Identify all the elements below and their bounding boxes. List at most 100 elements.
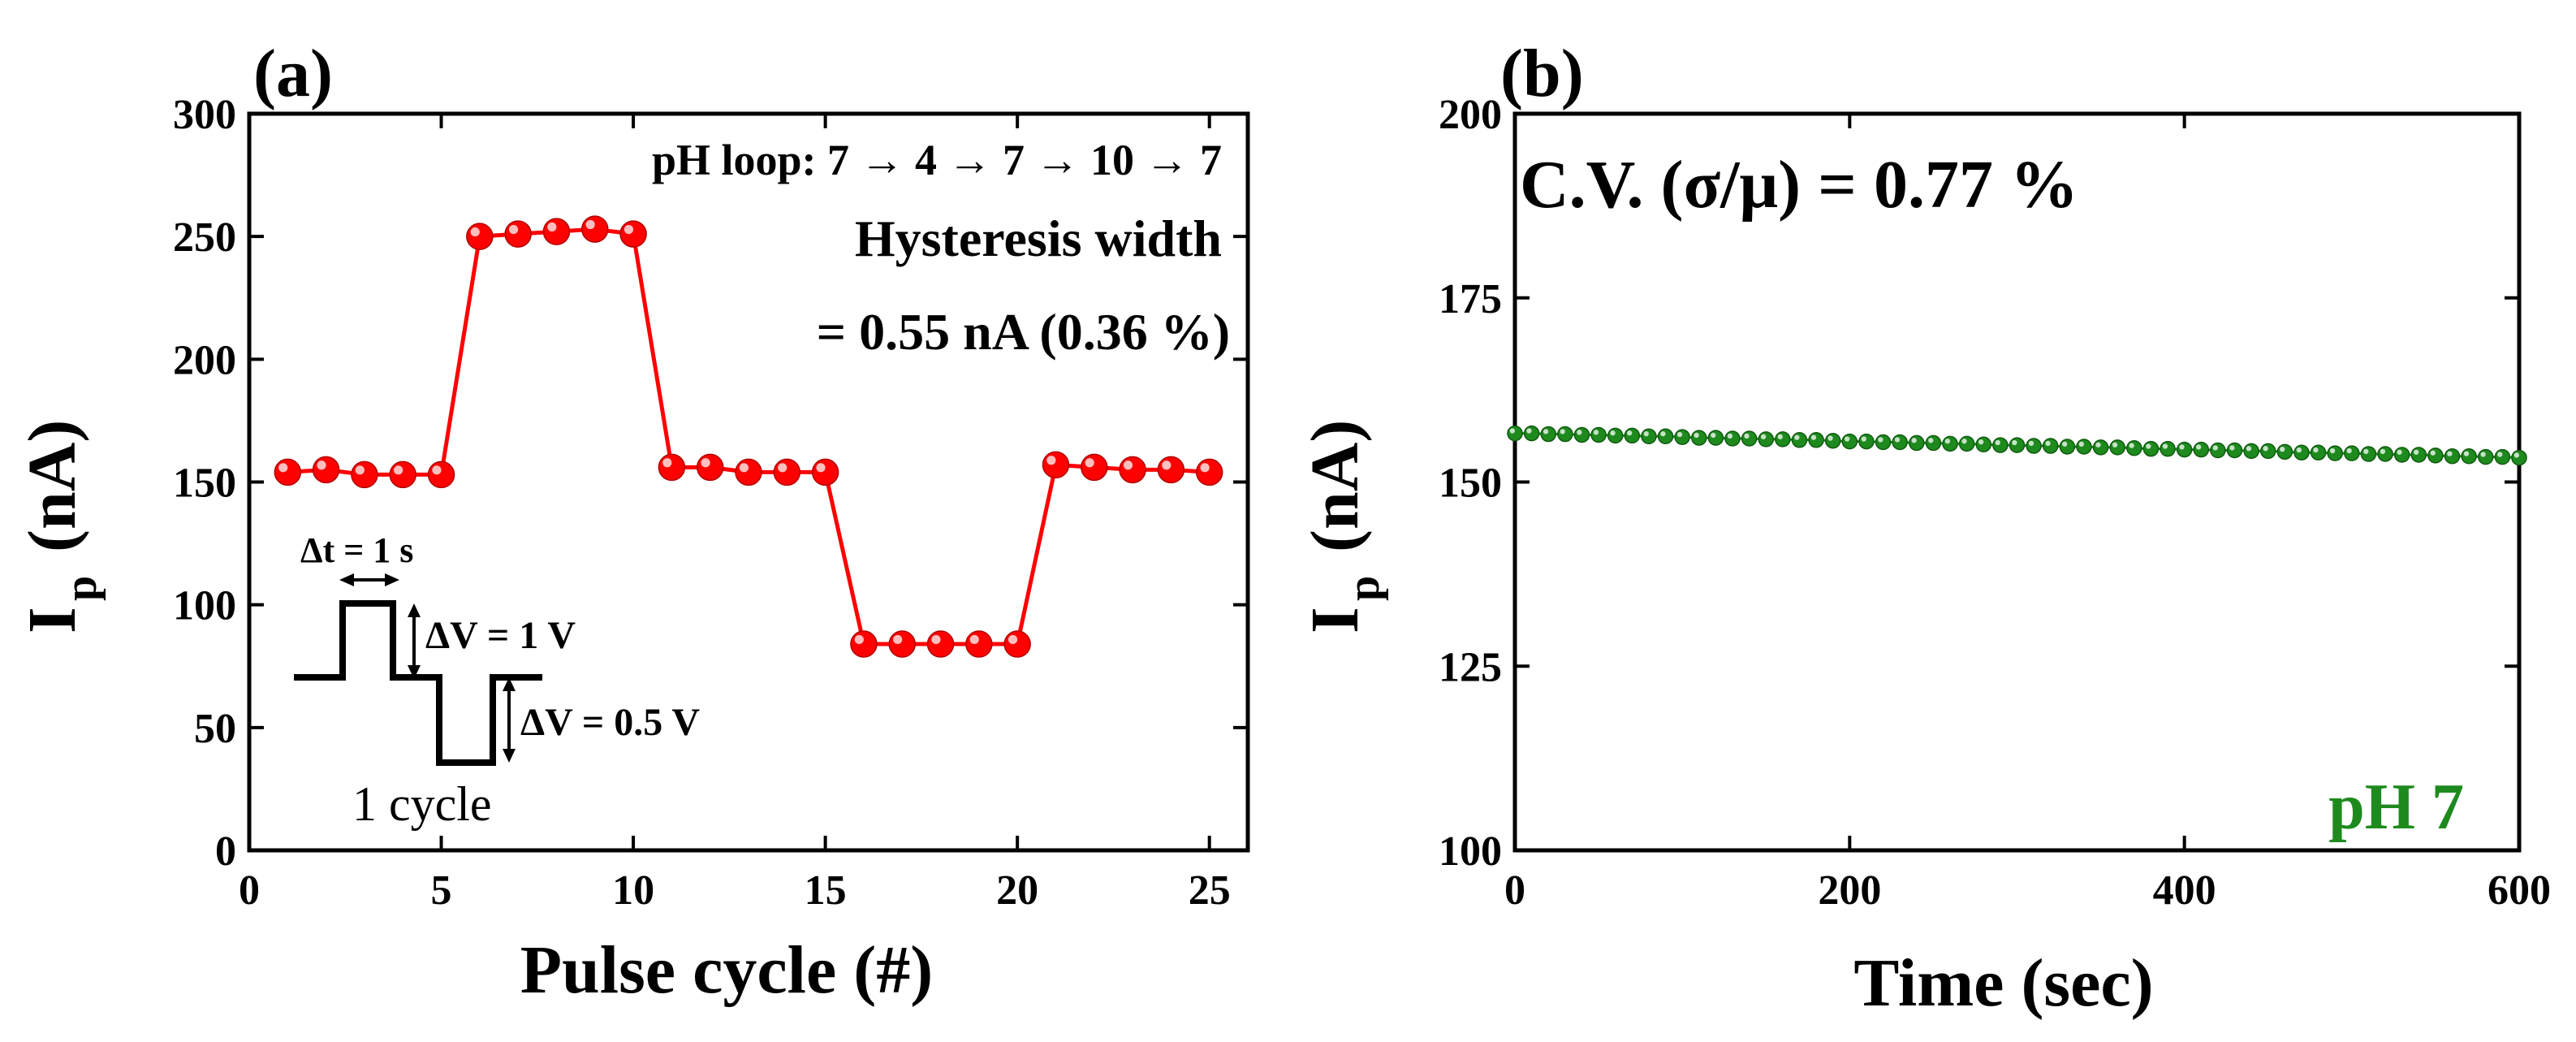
data-point-highlight: [1627, 430, 1633, 436]
data-point-highlight: [1200, 463, 1210, 473]
panel-b-y-ticks: 100 125 150 175 200: [1439, 92, 2519, 875]
data-point-highlight: [355, 465, 365, 475]
data-point: [811, 458, 839, 486]
panel-b-y-label-sub: p: [1339, 576, 1389, 601]
data-point-highlight: [2129, 443, 2134, 448]
data-point: [2293, 444, 2310, 460]
data-point-highlight: [701, 458, 710, 468]
data-point: [2377, 446, 2393, 462]
data-point: [389, 460, 416, 489]
x-tick-label: 200: [1818, 867, 1881, 914]
x-tick-label: 400: [2153, 867, 2216, 914]
data-point: [351, 460, 378, 489]
data-point-highlight: [1944, 439, 1951, 444]
data-point: [2310, 444, 2327, 460]
x-tick-label: 0: [1504, 867, 1525, 914]
data-point-highlight: [1577, 430, 1582, 435]
y-tick-label: 150: [173, 460, 236, 507]
data-point-highlight: [2112, 442, 2118, 447]
data-point-highlight: [2028, 440, 2034, 447]
data-point: [1808, 432, 1824, 448]
hysteresis-width-line2: = 0.55 nA (0.36 %): [817, 303, 1230, 361]
data-point-highlight: [1777, 434, 1783, 439]
data-point-highlight: [2497, 452, 2503, 457]
data-point-highlight: [1660, 430, 1666, 437]
data-point-highlight: [2195, 444, 2202, 450]
data-point-highlight: [1911, 438, 1917, 443]
data-point-highlight: [2280, 447, 2285, 452]
data-point-highlight: [1123, 460, 1133, 470]
data-point-highlight: [1894, 437, 1901, 443]
data-point: [2009, 437, 2026, 453]
panel-b-x-ticks: 0 200 400 600: [1504, 114, 2551, 914]
data-point: [2478, 448, 2494, 465]
data-point: [1657, 428, 1674, 445]
y-tick-label: 125: [1439, 644, 1502, 690]
panel-a-y-axis-label: I p (nA): [15, 420, 106, 633]
data-point-highlight: [2430, 450, 2436, 456]
data-point-highlight: [585, 219, 595, 230]
panel-b-y-axis-label: I p (nA): [1297, 420, 1389, 633]
data-point-highlight: [1928, 438, 1934, 443]
data-point: [1958, 435, 1975, 452]
dv2-arrow-head-bottom: [503, 749, 516, 763]
x-tick-label: 600: [2488, 867, 2551, 914]
data-point-highlight: [1961, 439, 1967, 444]
data-point-highlight: [1995, 439, 2000, 446]
panel-a-x-ticks: 0 5 10 15 20 25: [239, 114, 1231, 914]
data-point: [1590, 426, 1607, 443]
ph-loop-annotation: pH loop: 7 → 4 → 7 → 10 → 7: [652, 136, 1222, 184]
data-point-highlight: [969, 634, 979, 645]
data-point: [2360, 446, 2377, 462]
data-point: [1081, 453, 1108, 482]
panel-a: (a) 0 5 10 15 20 25 0 50 100 150 200 250 300 Pulse …: [15, 36, 1250, 1008]
data-point-highlight: [816, 463, 826, 473]
dv2-label: ΔV = 0.5 V: [520, 701, 700, 744]
data-point-highlight: [2246, 446, 2252, 452]
data-point: [1975, 436, 1992, 452]
data-point: [1003, 630, 1031, 658]
data-point: [1758, 431, 1774, 447]
x-tick-label: 5: [431, 867, 452, 914]
data-point-highlight: [1008, 634, 1018, 645]
data-point: [1992, 437, 2009, 453]
data-point-highlight: [1610, 430, 1616, 436]
y-tick-label: 200: [173, 337, 236, 383]
data-point: [2109, 439, 2125, 456]
panel-a-label: (a): [253, 36, 333, 111]
data-point: [1157, 456, 1185, 484]
data-point-highlight: [1711, 432, 1716, 439]
data-point: [735, 458, 762, 486]
data-point-highlight: [624, 224, 634, 235]
data-point: [1875, 434, 1892, 451]
data-point: [2142, 440, 2160, 457]
data-point-highlight: [662, 458, 672, 468]
data-point-highlight: [470, 227, 480, 237]
data-point-highlight: [931, 634, 941, 645]
y-tick-label: 200: [1439, 92, 1502, 138]
data-point-highlight: [1794, 435, 1800, 440]
data-point: [2393, 447, 2410, 463]
panel-b-plot-frame: [1512, 111, 2522, 853]
pulse-waveform-inset: Δt = 1 s ΔV = 1 V ΔV = 0.5 V 1 cycle: [294, 530, 700, 831]
data-point-highlight: [2212, 445, 2218, 451]
x-tick-label: 0: [239, 867, 260, 914]
data-point-highlight: [2146, 443, 2151, 449]
data-point: [850, 630, 878, 658]
panel-a-y-ticks: 0 50 100 150 200 250 300: [173, 92, 1248, 875]
y-tick-label: 0: [215, 828, 236, 875]
data-point-highlight: [2346, 447, 2352, 454]
data-point-highlight: [1593, 430, 1599, 435]
data-point: [1119, 456, 1146, 484]
data-point-highlight: [1878, 437, 1883, 443]
data-point-highlight: [1676, 431, 1683, 438]
data-point-highlight: [2463, 451, 2470, 456]
cv-annotation: C.V. (σ/μ) = 0.77 %: [1520, 147, 2078, 223]
data-point-highlight: [1509, 428, 1515, 434]
data-point: [696, 453, 724, 482]
data-point: [2461, 448, 2477, 465]
data-point: [1195, 458, 1223, 486]
data-point: [1523, 425, 1540, 442]
data-point-highlight: [854, 634, 864, 645]
data-point: [1042, 451, 1070, 479]
